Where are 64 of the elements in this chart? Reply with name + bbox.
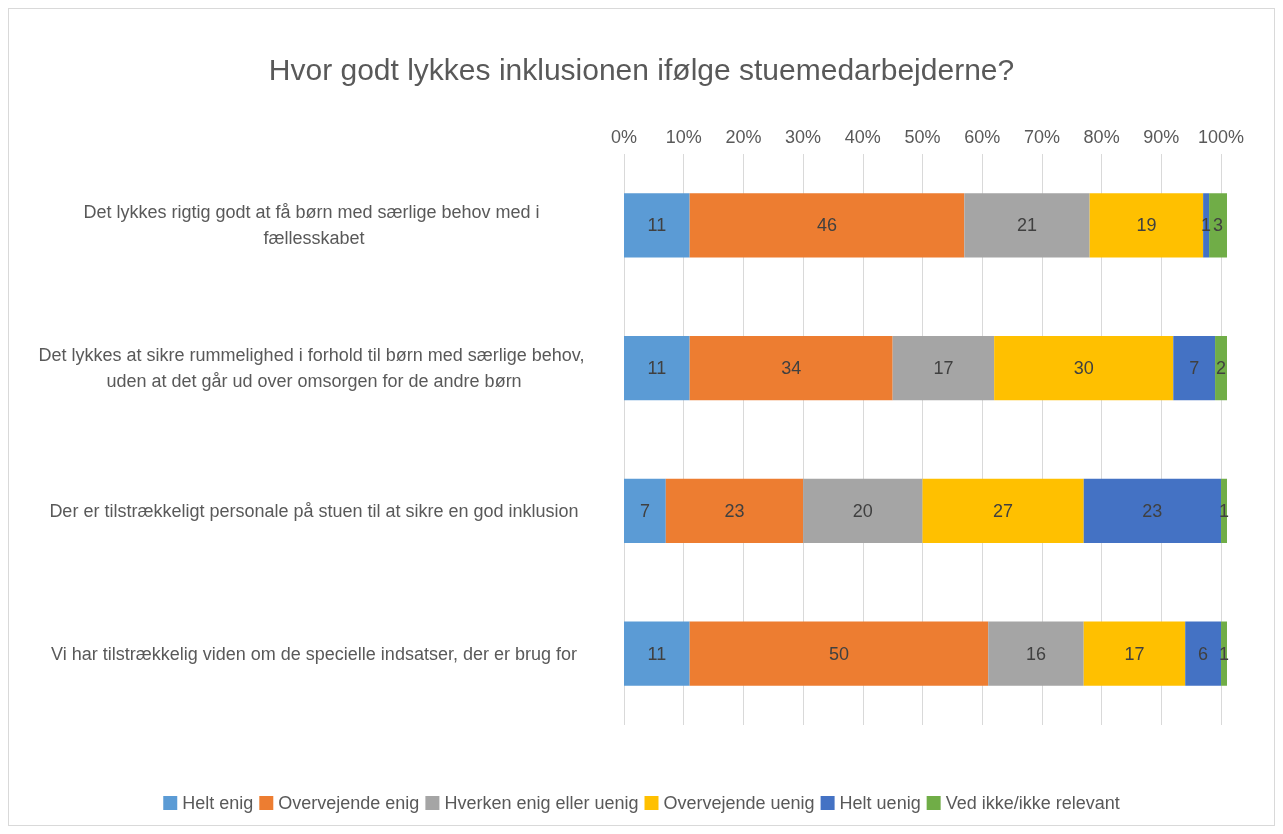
data-label: 30 [1073, 358, 1094, 379]
data-label: 27 [993, 500, 1014, 521]
bar [665, 478, 804, 543]
bar [624, 193, 690, 258]
y-tick-label: Det lykkes at sikre rummelighed i forhold til børn med særlige behov, uden at det går ud over omsorgen for de andre børn [38, 345, 590, 392]
bar [1083, 621, 1186, 686]
bar [624, 621, 690, 686]
data-label: 11 [647, 358, 667, 379]
bar [922, 478, 1084, 543]
data-label: 11 [647, 643, 667, 664]
legend-label: Overvejende enig [278, 793, 420, 813]
x-tick-label: 0% [610, 127, 638, 147]
bar [1185, 621, 1222, 686]
data-label: 3 [1213, 215, 1224, 236]
y-tick-label: Vi har tilstrækkelig viden om de specielle indsatser, der er brug for [51, 643, 577, 664]
data-label: 6 [1198, 643, 1209, 664]
bar [624, 336, 690, 401]
x-tick-label: 60% [964, 127, 1001, 147]
data-label: 50 [828, 643, 849, 664]
bar [892, 336, 995, 401]
data-label: 7 [639, 500, 650, 521]
data-label: 23 [1142, 500, 1163, 521]
x-tick-label: 50% [904, 127, 941, 147]
bar [803, 478, 923, 543]
data-label: 17 [1124, 643, 1145, 664]
x-tick-label: 70% [1023, 127, 1060, 147]
y-tick-label: Der er tilstrækkeligt personale på stuen til at sikre en god inklusion [49, 500, 579, 521]
bar [1209, 193, 1227, 258]
chart-title: Hvor godt lykkes inklusionen ifølge stuemedarbejderne? [268, 52, 1015, 86]
data-label: 46 [816, 215, 838, 236]
bar [964, 193, 1090, 258]
data-label: 23 [724, 500, 745, 521]
x-tick-label: 20% [725, 127, 762, 147]
x-tick-label: 30% [785, 127, 822, 147]
data-label: 7 [1189, 358, 1200, 379]
data-label: 2 [1216, 358, 1227, 379]
bar [1215, 336, 1227, 401]
bar [624, 478, 666, 543]
data-label: 11 [647, 215, 667, 236]
x-tick-label: 40% [844, 127, 881, 147]
x-tick-label: 10% [665, 127, 702, 147]
data-label: 21 [1016, 215, 1038, 236]
x-tick-label: 100% [1198, 127, 1245, 147]
legend-label: Helt enig [182, 793, 254, 813]
bar [689, 336, 893, 401]
legend-label: Ved ikke/ikke relevant [945, 793, 1120, 813]
bar [994, 336, 1174, 401]
bar [689, 621, 989, 686]
data-label: 19 [1136, 215, 1157, 236]
y-tick-label: Det lykkes rigtig godt at få børn med særlige behov med i fællesskabet [83, 202, 545, 249]
bar [1089, 193, 1204, 258]
legend-label: Overvejende uenig [663, 793, 815, 813]
legend-label: Helt uenig [839, 793, 921, 813]
x-tick-label: 80% [1083, 127, 1120, 147]
bar [1083, 478, 1222, 543]
legend-label: Hverken enig eller uenig [444, 793, 639, 813]
data-label: 34 [781, 358, 802, 379]
bar [1173, 336, 1216, 401]
bar [988, 621, 1084, 686]
bar [689, 193, 965, 258]
x-tick-label: 90% [1143, 127, 1180, 147]
data-label: 16 [1025, 643, 1046, 664]
data-label: 20 [852, 500, 873, 521]
data-label: 17 [933, 358, 954, 379]
